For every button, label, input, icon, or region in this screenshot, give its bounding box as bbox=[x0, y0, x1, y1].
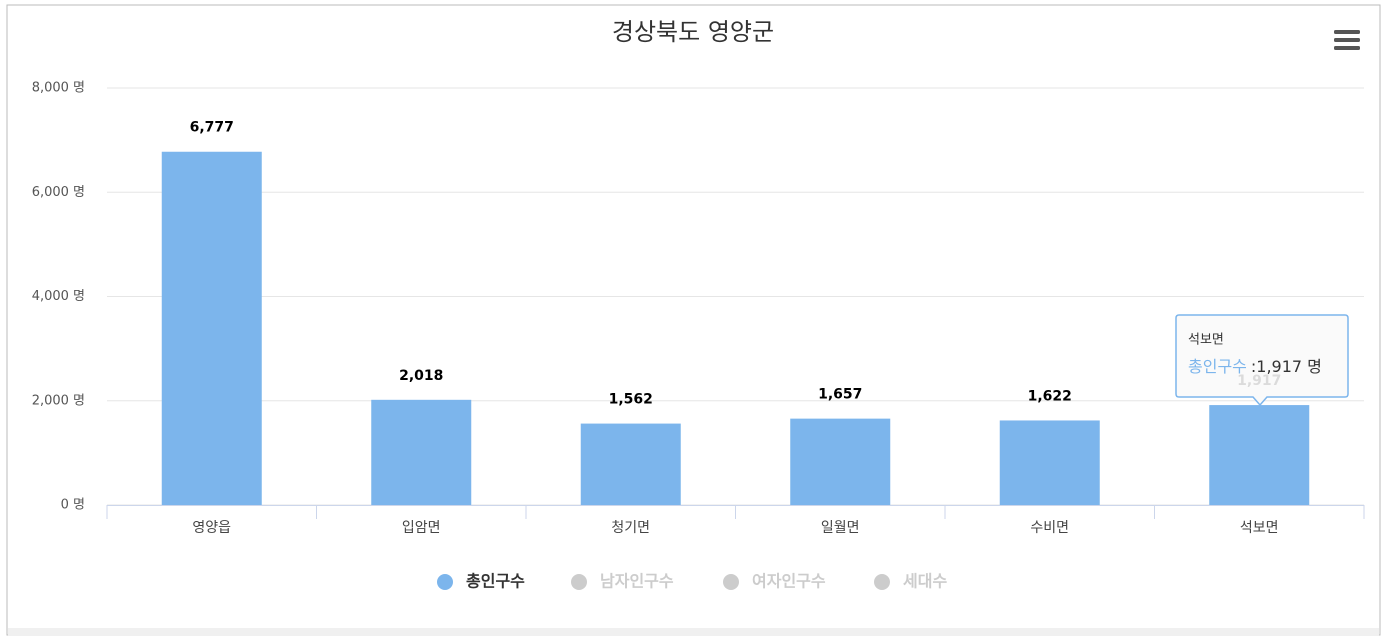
legend-marker[interactable] bbox=[437, 574, 453, 590]
bar bbox=[790, 418, 891, 505]
value-label: 6,777 bbox=[190, 120, 234, 136]
tooltip-line: 총인구수:1,917 명 bbox=[1188, 357, 1322, 376]
chart-title: 경상북도 영양군 bbox=[612, 18, 774, 46]
x-tick-label: 영양읍 bbox=[192, 520, 231, 536]
footer-strip bbox=[8, 628, 1379, 636]
value-label: 1,622 bbox=[1028, 388, 1072, 404]
y-tick-label: 4,000 명 bbox=[32, 289, 85, 304]
menu-button[interactable] bbox=[1334, 30, 1360, 50]
value-label: 1,657 bbox=[818, 387, 862, 403]
menu-bar[interactable] bbox=[1334, 46, 1360, 50]
bar bbox=[161, 151, 262, 505]
tooltip-series: 총인구수 bbox=[1188, 357, 1247, 376]
tooltip-box bbox=[1175, 314, 1349, 407]
legend-marker[interactable] bbox=[571, 574, 587, 590]
legend-label[interactable]: 세대수 bbox=[903, 572, 947, 591]
menu-bar[interactable] bbox=[1334, 38, 1360, 42]
x-tick-label: 수비면 bbox=[1030, 520, 1069, 536]
y-tick-label: 8,000 명 bbox=[32, 81, 85, 96]
tooltip-title: 석보면 bbox=[1188, 333, 1224, 348]
y-tick-label: 2,000 명 bbox=[32, 393, 85, 408]
bar bbox=[1209, 405, 1310, 505]
x-tick-label: 청기면 bbox=[611, 520, 650, 536]
legend-marker[interactable] bbox=[723, 574, 739, 590]
value-label: 1,562 bbox=[609, 392, 653, 408]
legend-label[interactable]: 총인구수 bbox=[466, 572, 525, 591]
tooltip-value: :1,917 명 bbox=[1251, 357, 1322, 376]
x-tick-label: 입암면 bbox=[402, 520, 441, 536]
y-tick-label: 0 명 bbox=[61, 498, 85, 513]
y-tick-label: 6,000 명 bbox=[32, 185, 85, 200]
legend-label[interactable]: 남자인구수 bbox=[600, 572, 674, 591]
x-tick-label: 일월면 bbox=[821, 520, 860, 536]
value-label: 2,018 bbox=[399, 368, 443, 384]
bar bbox=[580, 423, 681, 505]
bar bbox=[371, 399, 472, 505]
legend-marker[interactable] bbox=[874, 574, 890, 590]
legend-label[interactable]: 여자인구수 bbox=[752, 572, 826, 591]
menu-bar[interactable] bbox=[1334, 30, 1360, 34]
x-tick-label: 석보면 bbox=[1240, 520, 1279, 536]
bar bbox=[999, 420, 1100, 505]
